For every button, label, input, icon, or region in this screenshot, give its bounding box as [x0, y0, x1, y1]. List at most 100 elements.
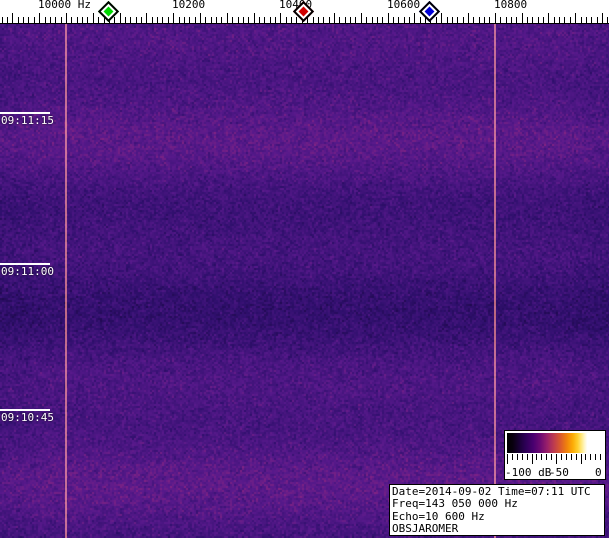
ruler-minor-tick: [318, 17, 319, 24]
colorbar-label: 0: [595, 466, 602, 479]
ruler-minor-tick: [221, 17, 222, 24]
ruler-minor-tick: [355, 17, 356, 24]
colorbar-minor-tick: [590, 454, 591, 460]
time-tick-label: 09:10:45: [1, 411, 54, 424]
ruler-minor-tick: [398, 17, 399, 24]
ruler-minor-tick: [7, 17, 8, 24]
colorbar-major-tick: [605, 454, 606, 464]
ruler-minor-tick: [409, 17, 410, 24]
ruler-major-tick: [602, 13, 603, 24]
colorbar-gradient: [507, 433, 605, 453]
ruler-minor-tick: [291, 17, 292, 24]
ruler-minor-tick: [484, 17, 485, 24]
frequency-ruler-baseline: [0, 23, 609, 24]
ruler-minor-tick: [130, 17, 131, 24]
ruler-major-tick: [93, 13, 94, 24]
ruler-minor-tick: [275, 17, 276, 24]
info-date-time: Date=2014-09-02 Time=07:11 UTC: [392, 485, 591, 498]
ruler-major-tick: [414, 13, 415, 24]
ruler-major-tick: [146, 13, 147, 24]
ruler-minor-tick: [473, 17, 474, 24]
carrier-line-right: [494, 24, 496, 538]
colorbar-minor-tick: [561, 454, 562, 460]
ruler-minor-tick: [382, 17, 383, 24]
ruler-minor-tick: [511, 17, 512, 24]
colorbar-major-tick: [532, 454, 533, 464]
ruler-minor-tick: [77, 17, 78, 24]
ruler-minor-tick: [372, 17, 373, 24]
ruler-minor-tick: [591, 17, 592, 24]
ruler-major-tick: [522, 13, 523, 24]
ruler-minor-tick: [597, 17, 598, 24]
ruler-minor-tick: [506, 17, 507, 24]
ruler-minor-tick: [586, 17, 587, 24]
ruler-major-tick: [12, 13, 13, 24]
info-frequency: Freq=143 050 000 Hz: [392, 497, 518, 511]
ruler-minor-tick: [345, 17, 346, 24]
ruler-minor-tick: [34, 17, 35, 24]
ruler-major-tick: [468, 13, 469, 24]
time-tick-label: 09:11:15: [1, 114, 54, 127]
ruler-minor-tick: [179, 17, 180, 24]
ruler-minor-tick: [195, 17, 196, 24]
ruler-minor-tick: [339, 17, 340, 24]
ruler-minor-tick: [479, 17, 480, 24]
ruler-minor-tick: [184, 17, 185, 24]
ruler-major-tick: [120, 13, 121, 24]
carrier-line-left: [65, 24, 67, 538]
frequency-ruler[interactable]: 10000 Hz 10200 10400 10600 10800: [0, 0, 609, 24]
colorbar-minor-tick: [585, 454, 586, 460]
time-tick: [0, 112, 50, 114]
info-box: Date=2014-09-02 Time=07:11 UTC Freq=143 …: [389, 484, 605, 536]
ruler-minor-tick: [323, 17, 324, 24]
ruler-minor-tick: [313, 17, 314, 24]
ruler-minor-tick: [377, 17, 378, 24]
frequency-tick-label: 10800: [494, 0, 528, 11]
colorbar-major-tick: [556, 454, 557, 464]
ruler-minor-tick: [18, 17, 19, 24]
ruler-minor-tick: [554, 17, 555, 24]
ruler-minor-tick: [141, 17, 142, 24]
ruler-minor-tick: [136, 17, 137, 24]
ruler-minor-tick: [404, 17, 405, 24]
ruler-minor-tick: [538, 17, 539, 24]
ruler-minor-tick: [447, 17, 448, 24]
info-echo: Echo=10 600 Hz: [392, 509, 485, 523]
ruler-major-tick: [388, 13, 389, 24]
colorbar-minor-tick: [527, 454, 528, 460]
ruler-minor-tick: [211, 17, 212, 24]
colorbar-major-tick: [581, 454, 582, 464]
ruler-minor-tick: [162, 17, 163, 24]
colorbar-label: -50: [549, 466, 569, 479]
ruler-minor-tick: [2, 17, 3, 24]
ruler-major-tick: [227, 13, 228, 24]
colorbar-minor-tick: [600, 454, 601, 460]
ruler-minor-tick: [516, 17, 517, 24]
ruler-major-tick: [575, 13, 576, 24]
time-tick-label: 09:11:00: [1, 265, 54, 278]
time-tick: [0, 263, 50, 265]
ruler-minor-tick: [259, 17, 260, 24]
colorbar-minor-tick: [546, 454, 547, 460]
ruler-minor-tick: [270, 17, 271, 24]
colorbar-minor-tick: [536, 454, 537, 460]
ruler-minor-tick: [420, 17, 421, 24]
ruler-minor-tick: [366, 17, 367, 24]
green-marker[interactable]: [97, 0, 120, 23]
ruler-minor-tick: [23, 17, 24, 24]
ruler-minor-tick: [61, 17, 62, 24]
colorbar-minor-tick: [576, 454, 577, 460]
ruler-minor-tick: [264, 17, 265, 24]
ruler-major-tick: [334, 13, 335, 24]
ruler-major-tick: [254, 13, 255, 24]
ruler-minor-tick: [45, 17, 46, 24]
ruler-minor-tick: [98, 17, 99, 24]
ruler-minor-tick: [329, 17, 330, 24]
ruler-minor-tick: [500, 17, 501, 24]
ruler-minor-tick: [463, 17, 464, 24]
ruler-minor-tick: [104, 17, 105, 24]
ruler-major-tick: [200, 13, 201, 24]
ruler-minor-tick: [393, 17, 394, 24]
ruler-minor-tick: [489, 17, 490, 24]
colorbar-major-tick: [507, 454, 508, 464]
